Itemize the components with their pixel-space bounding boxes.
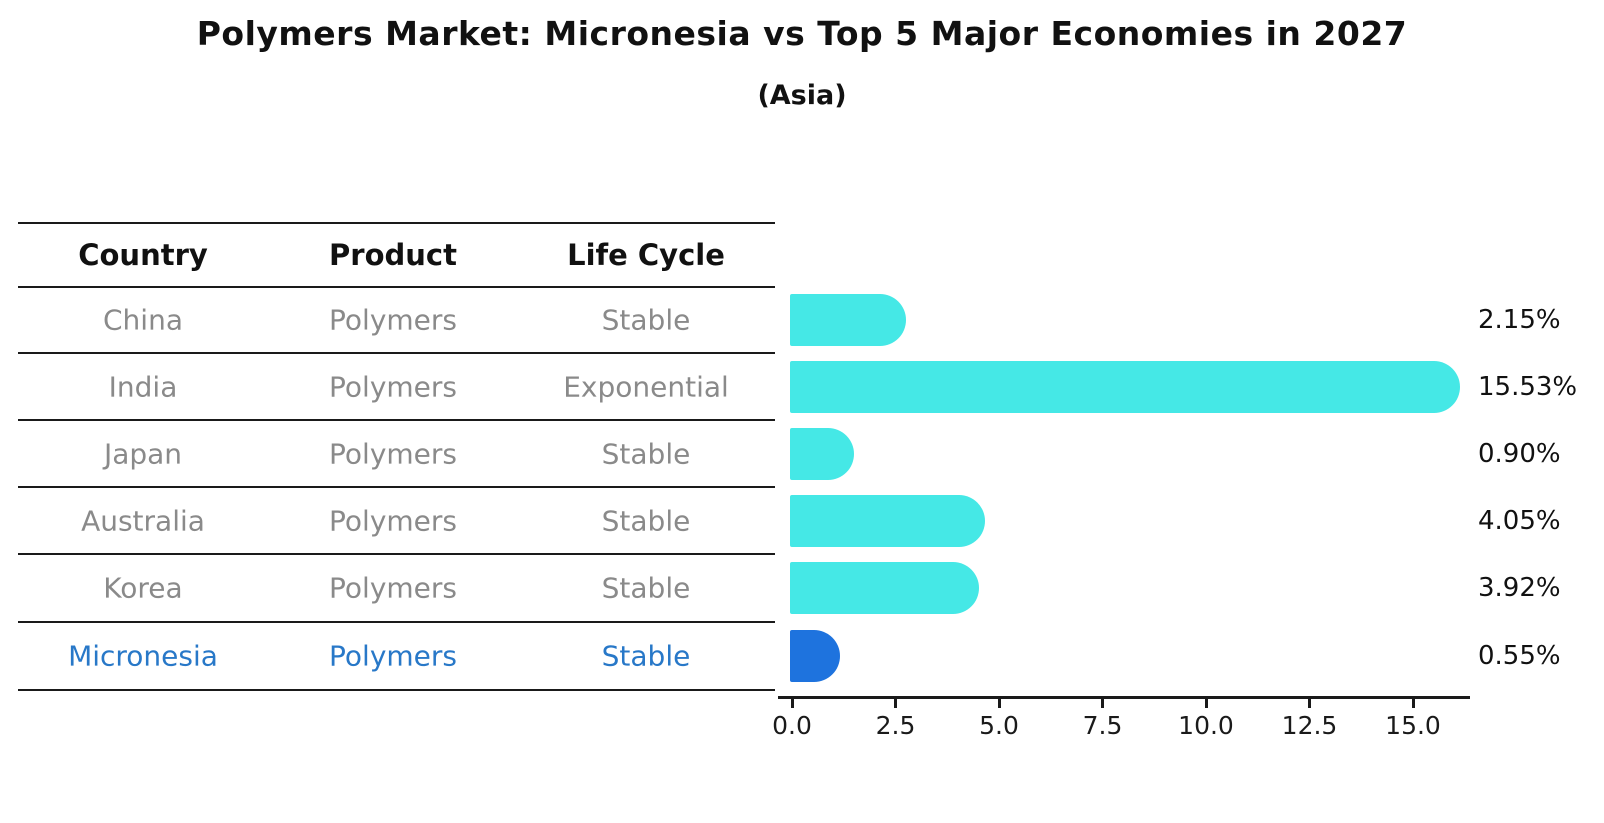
table-row-india-country: India: [108, 370, 178, 403]
bar-value-label-korea: 3.92%: [1478, 573, 1561, 603]
bar-value-label-china: 2.15%: [1478, 305, 1561, 335]
x-axis-spine: [778, 696, 1470, 699]
chart-subtitle: (Asia): [757, 80, 847, 111]
table-header-country: Country: [78, 238, 208, 272]
x-tick-label-15.0: 15.0: [1385, 711, 1441, 740]
table-row-australia-country: Australia: [81, 504, 205, 537]
x-tick-15.0: [1411, 699, 1415, 708]
table-row-micronesia-product: Polymers: [329, 639, 457, 673]
table-rule: [18, 689, 775, 691]
table-row-japan-life_cycle: Stable: [601, 437, 691, 470]
table-header-product: Product: [329, 238, 457, 272]
x-tick-7.5: [1101, 699, 1104, 708]
table-row-korea-country: Korea: [103, 571, 183, 605]
table-rule: [18, 553, 775, 555]
table-row-korea-product: Polymers: [329, 571, 457, 605]
bar-micronesia: [790, 630, 840, 682]
table-row-micronesia-life_cycle: Stable: [601, 639, 691, 673]
x-tick-label-2.5: 2.5: [875, 711, 916, 740]
table-rule: [18, 286, 775, 288]
bar-china: [790, 294, 906, 346]
table-row-india-life_cycle: Exponential: [563, 370, 729, 403]
table-row-korea-life_cycle: Stable: [601, 571, 691, 605]
table-row-china-product: Polymers: [329, 303, 457, 337]
x-tick-0.0: [790, 699, 794, 708]
table-row-micronesia-country: Micronesia: [68, 639, 218, 673]
x-tick-5.0: [997, 699, 1001, 708]
table-row-japan-country: Japan: [103, 437, 183, 470]
x-tick-label-12.5: 12.5: [1281, 711, 1338, 740]
bar-value-label-japan: 0.90%: [1478, 438, 1561, 469]
table-rule: [18, 352, 775, 354]
table-row-china-country: China: [103, 303, 183, 337]
table-rule: [18, 486, 775, 488]
table-rule: [18, 621, 775, 623]
table-row-australia-product: Polymers: [329, 504, 457, 537]
table-rule: [18, 419, 775, 421]
bar-value-label-micronesia: 0.55%: [1478, 641, 1561, 671]
table-header-life-cycle: Life Cycle: [567, 238, 725, 272]
bar-value-label-india: 15.53%: [1478, 371, 1578, 402]
bar-japan: [790, 427, 855, 480]
x-tick-label-7.5: 7.5: [1082, 711, 1123, 740]
x-tick-12.5: [1308, 699, 1311, 708]
table-row-india-product: Polymers: [329, 370, 457, 403]
x-tick-2.5: [894, 699, 897, 708]
bar-value-label-australia: 4.05%: [1478, 505, 1561, 536]
table-row-china-life_cycle: Stable: [601, 303, 691, 337]
bar-australia: [790, 494, 985, 547]
x-tick-label-10.0: 10.0: [1178, 711, 1234, 740]
chart-title: Polymers Market: Micronesia vs Top 5 Maj…: [196, 14, 1408, 53]
x-tick-label-0.0: 0.0: [772, 711, 812, 740]
bar-korea: [790, 562, 980, 614]
x-tick-label-5.0: 5.0: [979, 711, 1019, 740]
table-row-japan-product: Polymers: [329, 437, 457, 470]
table-top-rule: [18, 222, 775, 224]
x-tick-10.0: [1204, 699, 1208, 708]
table-row-australia-life_cycle: Stable: [601, 504, 691, 537]
bar-india: [790, 360, 1460, 413]
